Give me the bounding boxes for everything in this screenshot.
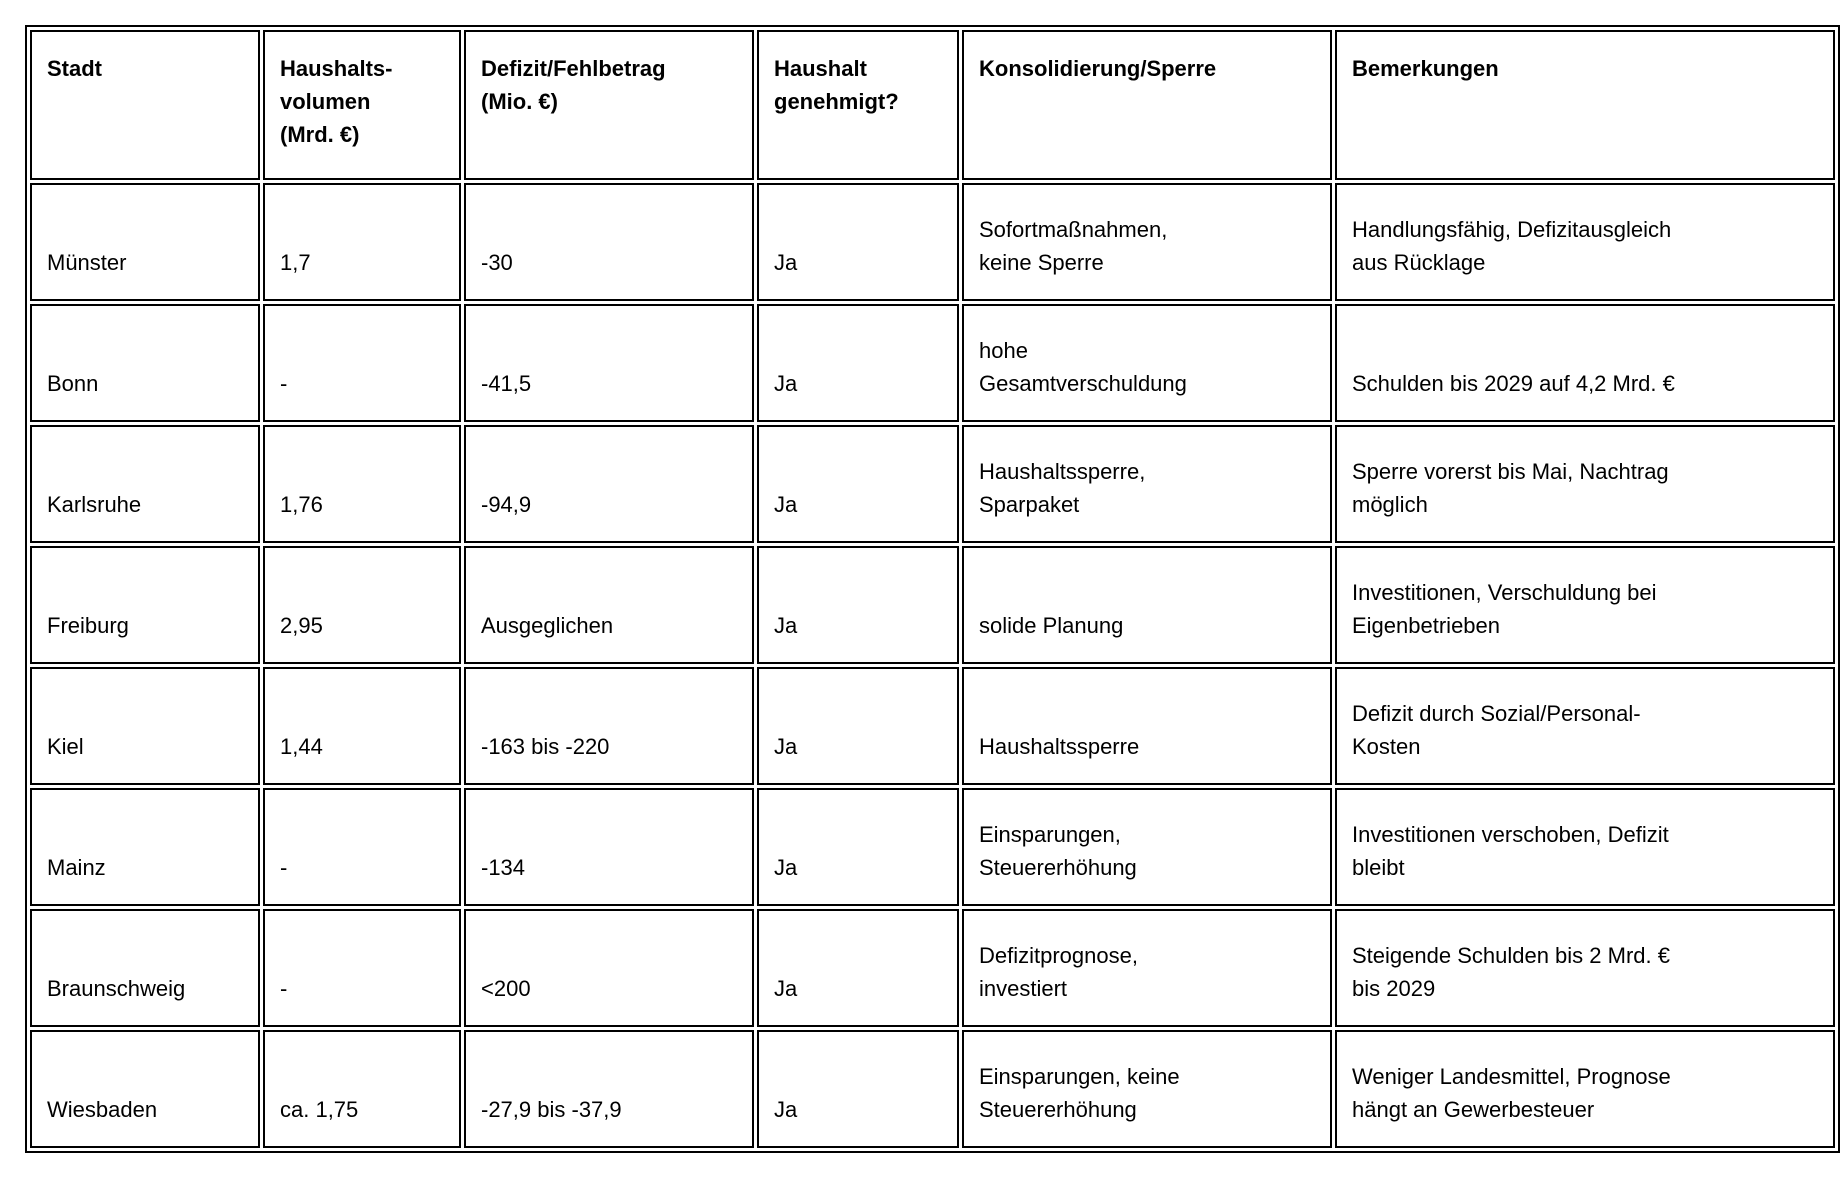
cell-stadt: Mainz: [30, 788, 260, 906]
column-header-haushaltsvolumen: Haushalts- volumen (Mrd. €): [263, 30, 461, 180]
cell-bemerkungen: Investitionen, Verschuldung bei Eigenbet…: [1335, 546, 1835, 664]
column-header-bemerkungen: Bemerkungen: [1335, 30, 1835, 180]
table-row: Wiesbaden ca. 1,75 -27,9 bis -37,9 Ja Ei…: [30, 1030, 1835, 1148]
cell-konsolidierung: Haushaltssperre: [962, 667, 1332, 785]
cell-genehmigt: Ja: [757, 788, 959, 906]
cell-volumen: 1,44: [263, 667, 461, 785]
cell-genehmigt: Ja: [757, 183, 959, 301]
table-row: Freiburg 2,95 Ausgeglichen Ja solide Pla…: [30, 546, 1835, 664]
cell-konsolidierung: Defizitprognose, investiert: [962, 909, 1332, 1027]
cell-volumen: -: [263, 304, 461, 422]
table-row: Kiel 1,44 -163 bis -220 Ja Haushaltssper…: [30, 667, 1835, 785]
cell-defizit: -163 bis -220: [464, 667, 754, 785]
cell-bemerkungen: Defizit durch Sozial/Personal- Kosten: [1335, 667, 1835, 785]
cell-konsolidierung: Haushaltssperre, Sparpaket: [962, 425, 1332, 543]
cell-konsolidierung: Einsparungen, Steuererhöhung: [962, 788, 1332, 906]
column-header-genehmigt: Haushalt genehmigt?: [757, 30, 959, 180]
cell-bemerkungen: Steigende Schulden bis 2 Mrd. € bis 2029: [1335, 909, 1835, 1027]
table-row: Karlsruhe 1,76 -94,9 Ja Haushaltssperre,…: [30, 425, 1835, 543]
table-row: Münster 1,7 -30 Ja Sofortmaßnahmen, kein…: [30, 183, 1835, 301]
cell-defizit: -94,9: [464, 425, 754, 543]
cell-volumen: -: [263, 909, 461, 1027]
cell-stadt: Karlsruhe: [30, 425, 260, 543]
cell-stadt: Freiburg: [30, 546, 260, 664]
cell-volumen: 2,95: [263, 546, 461, 664]
cell-genehmigt: Ja: [757, 304, 959, 422]
cell-bemerkungen: Handlungsfähig, Defizitausgleich aus Rüc…: [1335, 183, 1835, 301]
cell-volumen: -: [263, 788, 461, 906]
column-header-stadt: Stadt: [30, 30, 260, 180]
column-header-defizit: Defizit/Fehlbetrag (Mio. €): [464, 30, 754, 180]
cell-stadt: Braunschweig: [30, 909, 260, 1027]
header-row: Stadt Haushalts- volumen (Mrd. €) Defizi…: [30, 30, 1835, 180]
cell-bemerkungen: Investitionen verschoben, Defizit bleibt: [1335, 788, 1835, 906]
cell-defizit: Ausgeglichen: [464, 546, 754, 664]
cell-genehmigt: Ja: [757, 909, 959, 1027]
cell-konsolidierung: Sofortmaßnahmen, keine Sperre: [962, 183, 1332, 301]
cell-stadt: Münster: [30, 183, 260, 301]
cell-defizit: <200: [464, 909, 754, 1027]
cell-volumen: ca. 1,75: [263, 1030, 461, 1148]
cell-volumen: 1,7: [263, 183, 461, 301]
cell-bemerkungen: Weniger Landesmittel, Prognose hängt an …: [1335, 1030, 1835, 1148]
cell-genehmigt: Ja: [757, 1030, 959, 1148]
cell-genehmigt: Ja: [757, 425, 959, 543]
cell-bemerkungen: Schulden bis 2029 auf 4,2 Mrd. €: [1335, 304, 1835, 422]
cell-genehmigt: Ja: [757, 667, 959, 785]
cell-defizit: -27,9 bis -37,9: [464, 1030, 754, 1148]
table-row: Bonn - -41,5 Ja hohe Gesamtverschuldung …: [30, 304, 1835, 422]
table-row: Mainz - -134 Ja Einsparungen, Steuererhö…: [30, 788, 1835, 906]
cell-volumen: 1,76: [263, 425, 461, 543]
cell-defizit: -41,5: [464, 304, 754, 422]
budget-table: Stadt Haushalts- volumen (Mrd. €) Defizi…: [25, 25, 1840, 1153]
cell-konsolidierung: hohe Gesamtverschuldung: [962, 304, 1332, 422]
page: Stadt Haushalts- volumen (Mrd. €) Defizi…: [25, 25, 1840, 1153]
cell-bemerkungen: Sperre vorerst bis Mai, Nachtrag möglich: [1335, 425, 1835, 543]
cell-stadt: Bonn: [30, 304, 260, 422]
cell-stadt: Kiel: [30, 667, 260, 785]
cell-defizit: -30: [464, 183, 754, 301]
cell-konsolidierung: solide Planung: [962, 546, 1332, 664]
cell-konsolidierung: Einsparungen, keine Steuererhöhung: [962, 1030, 1332, 1148]
table-row: Braunschweig - <200 Ja Defizitprognose, …: [30, 909, 1835, 1027]
cell-stadt: Wiesbaden: [30, 1030, 260, 1148]
column-header-konsolidierung: Konsolidierung/Sperre: [962, 30, 1332, 180]
cell-genehmigt: Ja: [757, 546, 959, 664]
cell-defizit: -134: [464, 788, 754, 906]
